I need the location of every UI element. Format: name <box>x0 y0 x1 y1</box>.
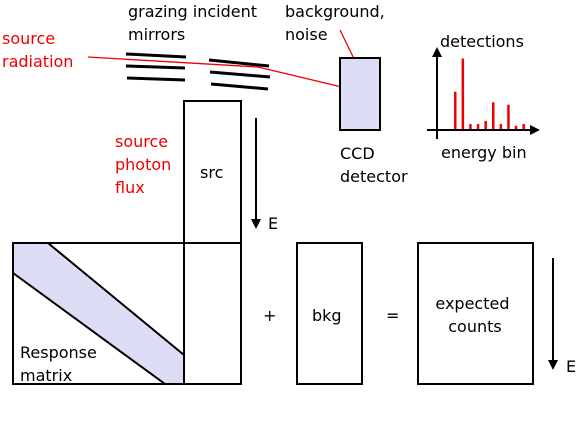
detections-label: detections <box>440 32 524 51</box>
mirror-set-1 <box>125 52 187 82</box>
mirror-set-2 <box>208 58 271 91</box>
response-matrix-label: Response matrix <box>20 343 102 385</box>
histogram-bar <box>454 91 457 129</box>
histogram-bar <box>476 124 480 129</box>
bkg-box <box>296 242 363 385</box>
histogram-bar <box>522 124 525 129</box>
histogram-bar <box>461 58 465 129</box>
ccd-detector-label: CCD detector <box>340 144 408 186</box>
energy-arrow-bottom-label: E <box>566 357 576 376</box>
radiation-ray <box>87 56 347 89</box>
response-matrix <box>12 242 185 385</box>
histogram-bar <box>514 125 518 129</box>
histogram-bar <box>469 124 472 129</box>
histogram-bar <box>492 102 495 129</box>
energy-bin-label: energy bin <box>441 143 527 162</box>
ccd-detector <box>339 57 381 131</box>
source-radiation-label: source radiation <box>2 29 73 71</box>
src-label: src <box>200 163 223 182</box>
response-matrix-band <box>13 243 184 384</box>
histogram-bar <box>499 124 503 129</box>
expected-counts-label: expected counts <box>435 294 514 336</box>
source-photon-flux-label: source photon flux <box>115 132 176 197</box>
expected-counts-box <box>417 242 534 385</box>
bkg-label: bkg <box>312 306 342 325</box>
equals-sign: = <box>386 306 399 325</box>
histogram-bar <box>484 120 487 129</box>
background-noise-label: background, noise <box>285 2 390 44</box>
mirrors-label: grazing incident mirrors <box>128 2 262 44</box>
folded-column-box <box>183 242 242 385</box>
histogram-bar <box>507 104 510 129</box>
plus-sign: + <box>263 306 276 325</box>
detections-histogram <box>454 58 525 129</box>
energy-arrow-top-label: E <box>268 214 278 233</box>
